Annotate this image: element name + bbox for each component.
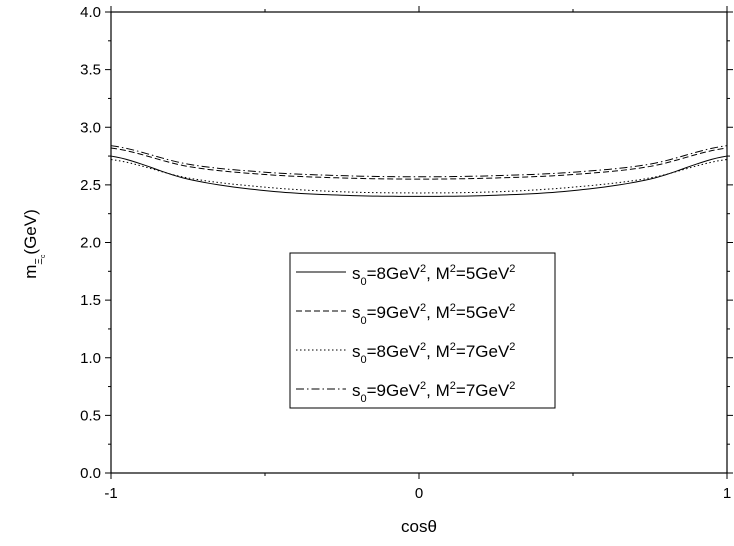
series-line-1 [110, 155, 728, 197]
series-line-3 [110, 159, 728, 194]
y-tick-label: 2.0 [80, 235, 101, 252]
y-tick-label: 3.5 [80, 62, 101, 79]
y-tick-label: 0.5 [80, 407, 101, 424]
y-tick-label: 2.5 [80, 177, 101, 194]
legend-box [289, 252, 556, 409]
legend-label-3: s0=8GeV2, M2=7GeV2 [352, 341, 515, 366]
y-axis-label: mΞc(GeV) [21, 209, 47, 279]
legend-label-1: s0=8GeV2, M2=5GeV2 [352, 263, 515, 288]
legend-label-2: s0=9GeV2, M2=5GeV2 [352, 302, 515, 327]
y-axis-ticks: 0.0 0.5 1.0 1.5 2.0 2.5 3.0 3.5 4.0 [80, 4, 733, 482]
y-tick-label: 1.0 [80, 350, 101, 367]
x-axis-ticks: -1 0 1 [104, 6, 731, 502]
series-line-2 [110, 147, 728, 180]
series-line-4 [110, 145, 728, 178]
y-tick-label: 4.0 [80, 4, 101, 21]
y-axis-label-subscript: Ξ [34, 258, 45, 265]
x-tick-label: 0 [415, 485, 423, 502]
y-tick-label: 1.5 [80, 292, 101, 309]
y-axis-label-main: m [21, 265, 40, 279]
legend-label-4: s0=9GeV2, M2=7GeV2 [352, 380, 515, 405]
y-axis-label-subsubscript: c [40, 254, 47, 258]
x-tick-label: -1 [104, 485, 117, 502]
y-axis-label-unit: (GeV) [21, 209, 40, 254]
x-axis-label: cosθ [401, 517, 437, 536]
legend: s0=8GeV2, M2=5GeV2 s0=9GeV2, M2=5GeV2 s0=8… [296, 263, 515, 405]
series-lines [110, 145, 728, 197]
svg-text:mΞc(GeV): mΞc(GeV) [21, 209, 47, 279]
y-tick-label: 3.0 [80, 119, 101, 136]
y-tick-label: 0.0 [80, 465, 101, 482]
x-tick-label: 1 [723, 485, 731, 502]
